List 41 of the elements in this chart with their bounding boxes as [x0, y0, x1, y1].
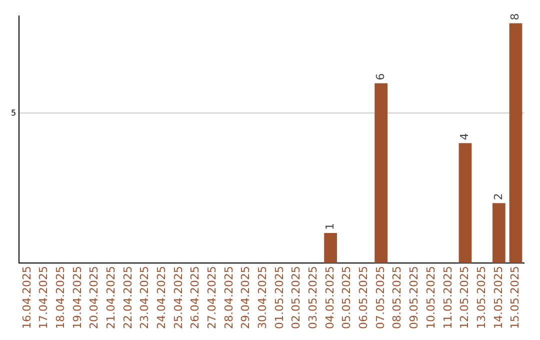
- bar: [374, 83, 388, 264]
- data-label: 8: [508, 13, 522, 20]
- x-tick-label: 25.04.2025: [172, 266, 185, 330]
- x-tick-label: 10.05.2025: [424, 266, 438, 330]
- x-tick-label: 23.04.2025: [138, 266, 152, 330]
- x-tick-label: 12.05.2025: [458, 266, 472, 330]
- data-label: 6: [374, 73, 387, 80]
- x-tick-label: 28.04.2025: [222, 266, 236, 330]
- x-tick-label: 11.05.2025: [441, 266, 454, 330]
- data-label: 1: [323, 223, 336, 230]
- x-tick-label: 21.04.2025: [104, 266, 118, 330]
- data-label: 2: [492, 193, 505, 200]
- bar: [492, 203, 506, 264]
- x-tick-label: 24.04.2025: [155, 266, 168, 330]
- x-tick-label: 17.04.2025: [37, 266, 50, 330]
- x-tick-label: 15.05.2025: [508, 266, 522, 330]
- bar: [458, 143, 472, 264]
- bar: [324, 233, 337, 264]
- x-tick-label: 16.04.2025: [20, 266, 34, 330]
- x-tick-label: 29.04.2025: [239, 266, 252, 330]
- x-tick-label: 13.05.2025: [474, 266, 488, 330]
- data-label: 4: [458, 133, 472, 140]
- x-tick-label: 22.04.2025: [121, 266, 134, 330]
- x-tick-label: 06.05.2025: [357, 266, 370, 330]
- x-tick-label: 18.04.2025: [54, 266, 68, 330]
- x-tick-label: 27.04.2025: [206, 266, 219, 330]
- x-tick-label: 04.05.2025: [323, 266, 336, 330]
- x-tick-label: 05.05.2025: [340, 266, 354, 330]
- x-tick-label: 07.05.2025: [374, 266, 387, 330]
- x-tick-label: 14.05.2025: [492, 266, 505, 330]
- x-tick-label: 09.05.2025: [408, 266, 421, 330]
- x-tick-label: 08.05.2025: [390, 266, 404, 330]
- bar: [509, 23, 522, 264]
- x-tick-label: 02.05.2025: [290, 266, 303, 330]
- x-tick-label: 20.04.2025: [88, 266, 101, 330]
- y-tick-label: 5: [10, 108, 16, 118]
- x-tick-label: 01.05.2025: [272, 266, 286, 330]
- x-tick-label: 26.04.2025: [188, 266, 202, 330]
- x-tick-label: 03.05.2025: [306, 266, 320, 330]
- x-tick-label: 19.04.2025: [70, 266, 84, 330]
- x-tick-label: 30.04.2025: [256, 266, 270, 330]
